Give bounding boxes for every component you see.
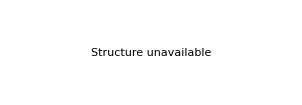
Text: Structure unavailable: Structure unavailable [91,47,211,58]
